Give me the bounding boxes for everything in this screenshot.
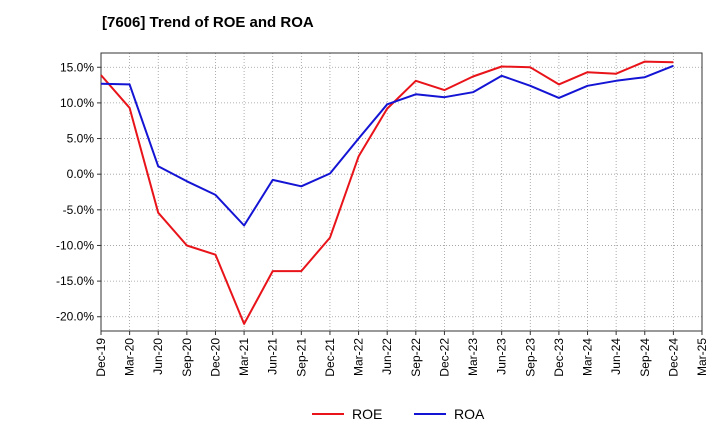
x-tick-label: Mar-21 [237,338,251,376]
x-tick-label: Dec-19 [94,338,108,377]
y-tick-label: -15.0% [56,274,94,288]
series-line-roe [100,60,674,325]
x-tick-label: Mar-22 [352,338,366,376]
x-tick-label: Dec-23 [552,338,566,377]
legend-label-roe: ROE [352,406,382,422]
chart-title: [7606] Trend of ROE and ROA [102,14,314,31]
x-tick-label: Sep-22 [409,338,423,377]
x-tick-label: Jun-22 [380,338,394,375]
x-tick-label: Jun-20 [151,338,165,375]
x-tick-label: Mar-24 [581,338,595,376]
y-tick-label: 10.0% [60,96,94,110]
x-tick-label: Dec-22 [437,338,451,377]
x-tick-label: Jun-24 [609,338,623,375]
x-tick-label: Sep-24 [638,338,652,377]
y-tick-label: 15.0% [60,60,94,74]
x-tick-label: Mar-23 [466,338,480,376]
x-tick-label: Dec-21 [323,338,337,377]
y-tick-label: -5.0% [63,203,95,217]
x-tick-label: Dec-20 [208,338,222,377]
y-tick-label: -20.0% [56,310,94,324]
y-tick-label: 0.0% [67,167,95,181]
x-tick-label: Sep-23 [523,338,537,377]
x-tick-label: Jun-23 [495,338,509,375]
x-tick-label: Sep-20 [180,338,194,377]
x-tick-label: Jun-21 [266,338,280,375]
x-tick-label: Mar-20 [123,338,137,376]
x-tick-label: Mar-25 [695,338,709,376]
x-tick-label: Sep-21 [294,338,308,377]
series-line-roa [100,64,674,227]
legend-label-roa: ROA [454,406,485,422]
x-tick-label: Dec-24 [666,338,680,377]
y-tick-label: 5.0% [67,132,95,146]
y-tick-label: -10.0% [56,238,94,252]
plot-frame [100,52,703,332]
